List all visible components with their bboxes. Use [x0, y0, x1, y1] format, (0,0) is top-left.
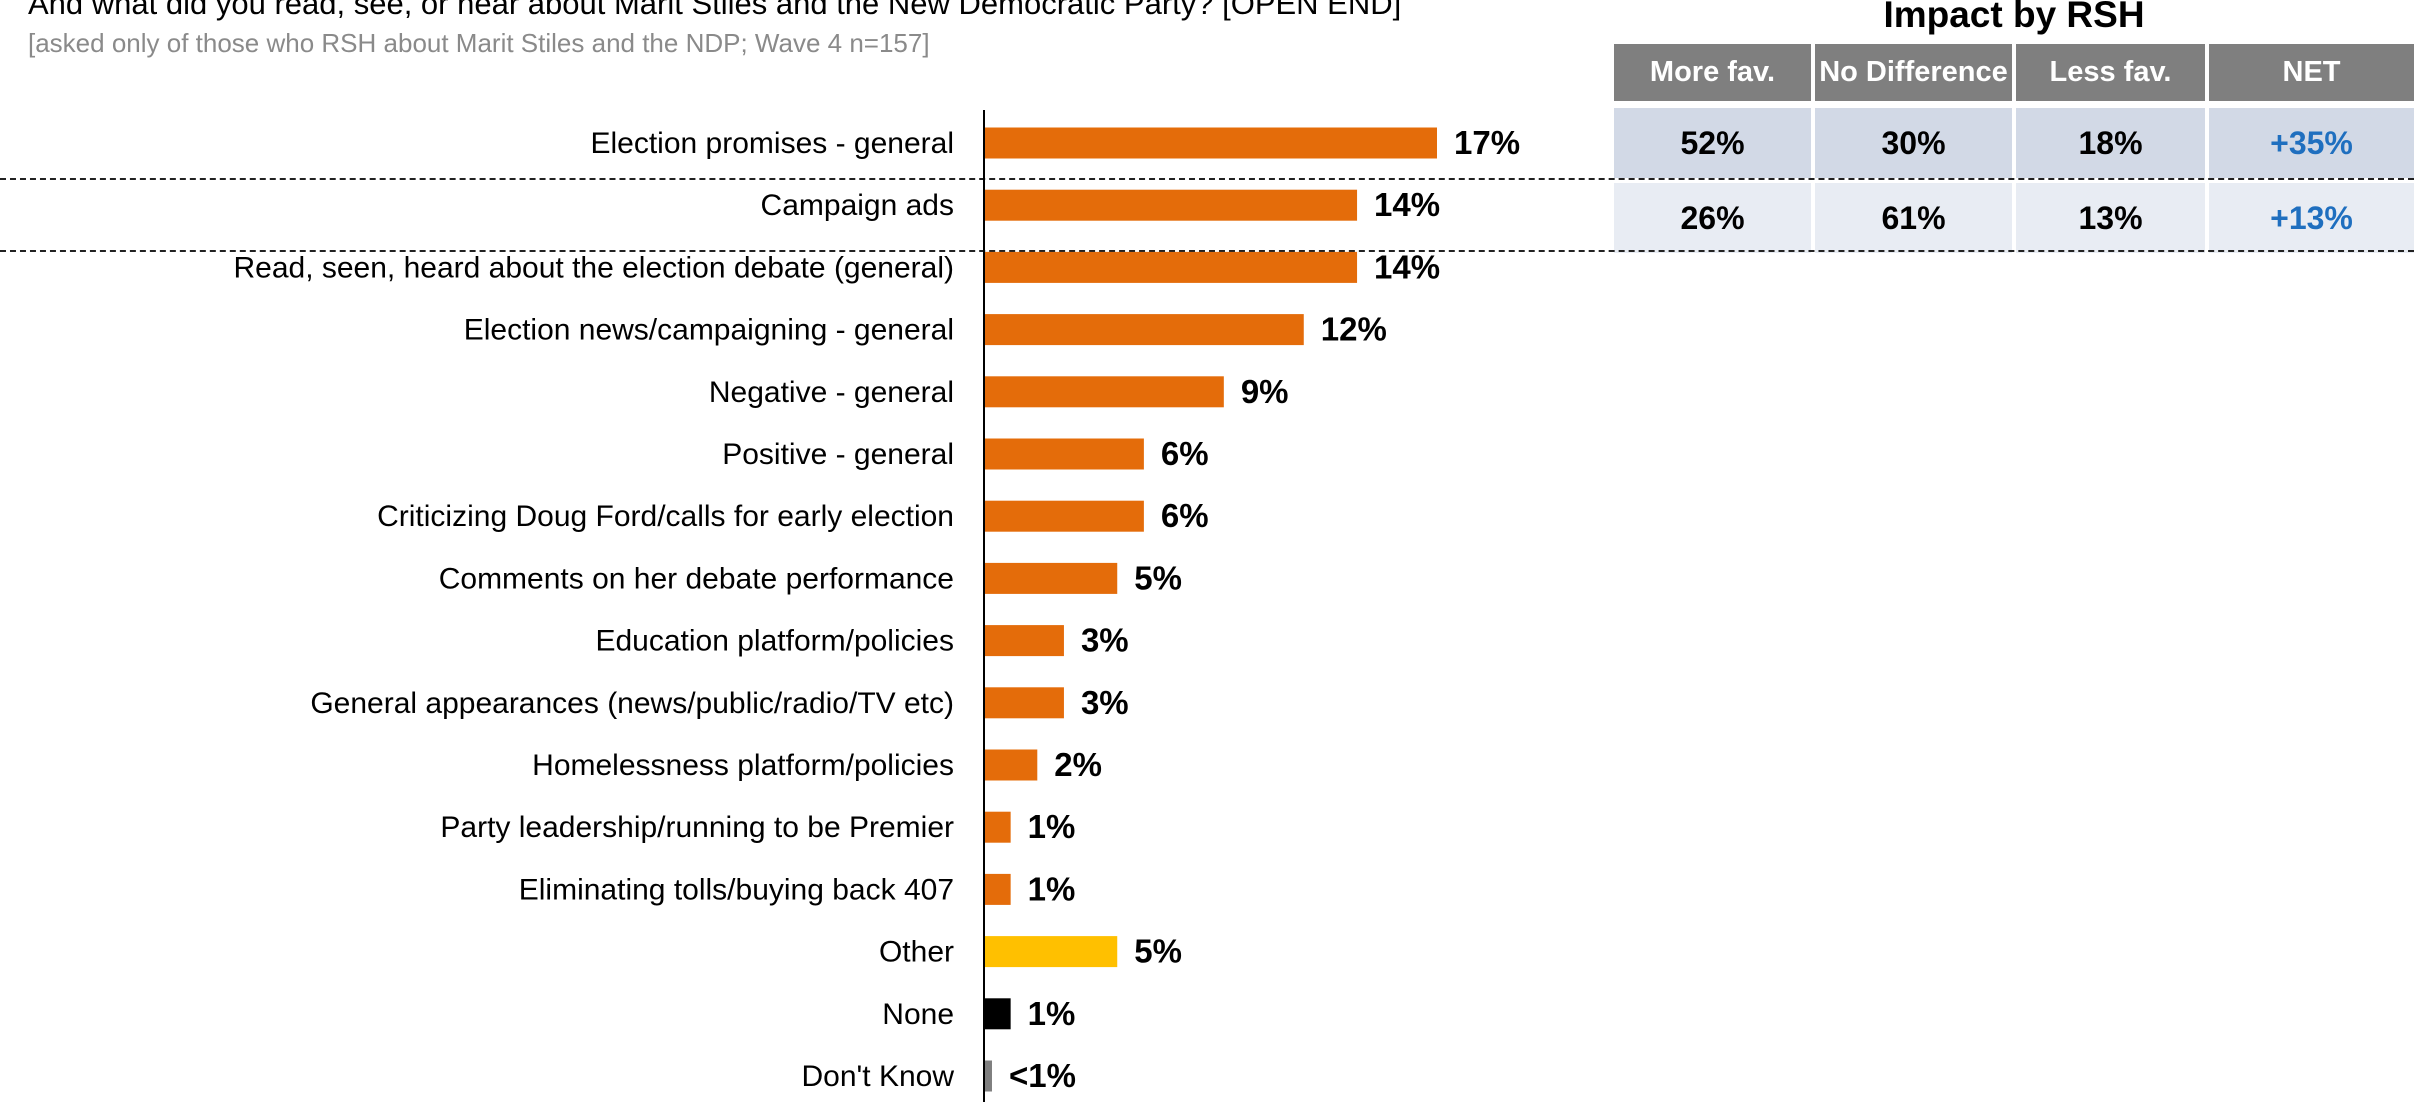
data-label: 6%	[1161, 435, 1209, 472]
bar	[984, 189, 1358, 221]
bar	[984, 500, 1144, 532]
bar	[984, 562, 1118, 594]
category-label: Positive - general	[722, 438, 954, 471]
impact-header-no-difference: No Difference	[1815, 44, 2012, 101]
bar	[984, 998, 1011, 1030]
bar	[984, 936, 1118, 968]
category-label: Negative - general	[709, 376, 954, 409]
category-label: Other	[879, 936, 954, 969]
category-label: Election news/campaigning - general	[464, 314, 954, 347]
data-label: 1%	[1028, 808, 1076, 845]
data-label: <1%	[1009, 1057, 1076, 1094]
data-label: 5%	[1134, 933, 1182, 970]
category-label: Don't Know	[802, 1060, 955, 1093]
bar	[984, 376, 1224, 408]
category-label: Criticizing Doug Ford/calls for early el…	[377, 500, 954, 533]
data-label: 9%	[1241, 373, 1289, 410]
data-label: 1%	[1028, 995, 1076, 1032]
data-label: 12%	[1321, 311, 1387, 348]
category-label: Homelessness platform/policies	[532, 749, 954, 782]
category-label: Education platform/policies	[595, 625, 954, 658]
impact-header-less-fav: Less fav.	[2016, 44, 2205, 101]
impact-cell-more-fav: 52%	[1614, 108, 1811, 178]
bar	[984, 625, 1064, 657]
bar	[984, 438, 1144, 470]
row-divider	[0, 250, 2414, 252]
impact-header-more-fav: More fav.	[1614, 44, 1811, 101]
impact-cell-less-fav: 18%	[2016, 108, 2205, 178]
row-divider	[0, 178, 2414, 180]
category-label: Eliminating tolls/buying back 407	[519, 873, 954, 906]
category-label: Read, seen, heard about the election deb…	[233, 251, 954, 284]
category-label: Campaign ads	[761, 189, 954, 222]
impact-cell-net: +35%	[2209, 108, 2414, 178]
bar	[984, 251, 1358, 283]
data-label: 6%	[1161, 497, 1209, 534]
impact-table-title: Impact by RSH	[1883, 0, 2145, 35]
category-label: Election promises - general	[590, 127, 954, 160]
data-label: 5%	[1134, 559, 1182, 596]
bar	[984, 127, 1437, 159]
category-label: Party leadership/running to be Premier	[440, 811, 954, 844]
impact-cell-no-difference: 61%	[1815, 183, 2012, 253]
bar	[984, 1060, 992, 1092]
impact-cell-less-fav: 13%	[2016, 183, 2205, 253]
impact-cell-more-fav: 26%	[1614, 183, 1811, 253]
bar	[984, 873, 1011, 905]
question-text: And what did you read, see, or hear abou…	[28, 0, 1402, 21]
bar	[984, 687, 1064, 719]
impact-cell-no-difference: 30%	[1815, 108, 2012, 178]
impact-header-net: NET	[2209, 44, 2414, 101]
data-label: 14%	[1374, 186, 1440, 223]
category-label: None	[882, 998, 954, 1031]
data-label: 1%	[1028, 870, 1076, 907]
base-note: [asked only of those who RSH about Marit…	[28, 28, 930, 58]
impact-cell-net: +13%	[2209, 183, 2414, 253]
data-label: 14%	[1374, 248, 1440, 285]
bar	[984, 749, 1038, 781]
category-label: Comments on her debate performance	[439, 562, 954, 595]
data-label: 17%	[1454, 124, 1520, 161]
data-label: 2%	[1054, 746, 1102, 783]
data-label: 3%	[1081, 622, 1129, 659]
category-label: General appearances (news/public/radio/T…	[310, 687, 954, 720]
bar	[984, 314, 1304, 346]
bar	[984, 811, 1011, 843]
data-label: 3%	[1081, 684, 1129, 721]
